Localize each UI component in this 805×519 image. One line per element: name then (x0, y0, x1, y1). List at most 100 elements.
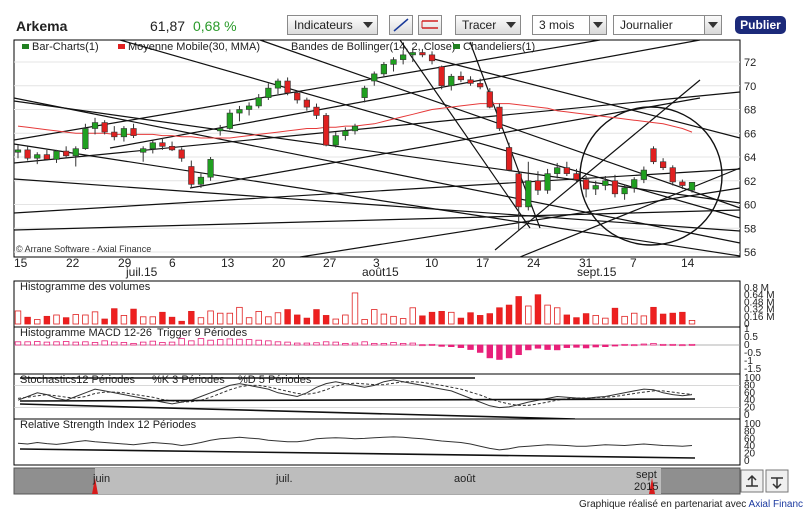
candle-body (197, 176, 205, 185)
volume-bar (476, 315, 484, 325)
macd-bar (505, 344, 513, 359)
candle-body (101, 122, 108, 133)
macd-bar (226, 338, 234, 346)
macd-bar (207, 339, 214, 346)
volume-tick-label: 0.32 M (744, 305, 775, 316)
chevron-down-icon (593, 22, 603, 28)
macd-bar (178, 338, 185, 346)
candle (245, 102, 253, 116)
macd-bar (284, 341, 291, 346)
legend-swatch (453, 44, 460, 49)
macd-bar (62, 341, 70, 346)
stoch-tick-label: 40 (744, 395, 756, 406)
candle (534, 171, 542, 195)
volume-bar (217, 312, 224, 325)
macd-bar (631, 344, 638, 347)
draw-dropdown[interactable]: Tracer (455, 15, 521, 35)
chevron-down-icon (363, 22, 373, 28)
volume-bar (72, 314, 79, 325)
macd-bar (534, 344, 542, 349)
partner-link[interactable]: Axial Financ (748, 499, 803, 510)
candle (640, 166, 647, 184)
candle (53, 149, 60, 163)
indicators-dropdown[interactable]: Indicateurs (287, 15, 378, 35)
macd-bar (130, 342, 137, 346)
candle (592, 180, 599, 195)
volume-bar (120, 315, 128, 325)
trend-line (13, 209, 741, 231)
candle-body (371, 73, 378, 82)
zoom-in-button[interactable] (740, 469, 764, 493)
macd-bar (197, 338, 205, 346)
period-select[interactable]: 3 mois (532, 15, 607, 35)
draw-line-button[interactable] (389, 15, 413, 35)
navigator-label: 2015 (634, 481, 658, 493)
y-tick-label: 58 (744, 223, 756, 235)
macd-bar (611, 344, 619, 347)
x-tick-label: 10 (425, 256, 439, 270)
publish-button[interactable]: Publier (735, 16, 786, 34)
candle-body (43, 154, 50, 160)
x-tick-label: 24 (527, 256, 541, 270)
macd-bar (332, 341, 339, 346)
volume-bar (371, 309, 378, 325)
trend-line (13, 39, 601, 141)
candle (188, 160, 195, 188)
navigator-label: juin (92, 473, 110, 485)
volume-tick-label: 0.8 M (744, 283, 769, 294)
volume-bar (361, 319, 368, 325)
zoom-out-button[interactable] (765, 469, 789, 493)
candle-body (236, 109, 243, 114)
candle (332, 132, 339, 148)
volume-bar (351, 292, 359, 325)
trend-line (399, 39, 531, 229)
volume-bar (438, 310, 445, 325)
macd-bar (621, 343, 628, 346)
candle-body (217, 128, 224, 132)
trend-line (13, 97, 741, 244)
price-change: 0,68 % (193, 18, 237, 34)
macd-bar (82, 341, 89, 346)
macd-bar (688, 343, 696, 346)
candle (380, 62, 387, 77)
x-tick-label: 17 (476, 256, 490, 270)
y-tick-label: 66 (744, 128, 756, 140)
rsi-line (17, 436, 693, 451)
macd-bar (640, 343, 648, 346)
candle (24, 146, 31, 161)
y-tick-label: 60 (744, 200, 756, 212)
interval-select[interactable]: Journalier (613, 15, 722, 35)
candle (294, 90, 301, 104)
horizontal-lines-icon (421, 20, 438, 29)
legend-swatch (118, 44, 125, 49)
volume-bar (409, 307, 416, 325)
draw-channel-button[interactable] (418, 15, 442, 35)
navigator-right-handle (649, 478, 655, 494)
last-price: 61,87 (150, 18, 186, 34)
volume-bar (111, 308, 118, 325)
candle (371, 71, 378, 86)
stoch-tick-label: 100 (744, 373, 761, 384)
volume-bar (294, 314, 301, 325)
macd-bar (101, 340, 108, 346)
macd-tick-label: 0 (744, 340, 750, 351)
candle-body (688, 181, 696, 191)
candle (457, 71, 465, 83)
volume-bar (515, 296, 522, 325)
macd-bar (303, 342, 311, 346)
macd-bar (438, 344, 445, 347)
footer: Graphique réalisé en partenariat avec Ax… (579, 499, 803, 510)
trend-line (119, 39, 741, 219)
candle (679, 179, 686, 190)
volume-bar (679, 311, 686, 325)
candle (82, 123, 89, 150)
candle-body (496, 106, 503, 129)
volume-bar (101, 318, 108, 325)
candle (284, 77, 291, 96)
candle (486, 88, 493, 109)
volume-bar (197, 317, 205, 325)
x-tick-label: 29 (118, 256, 132, 270)
candle-body (332, 135, 339, 146)
macd-bar (419, 344, 426, 347)
trend-line (519, 167, 741, 258)
